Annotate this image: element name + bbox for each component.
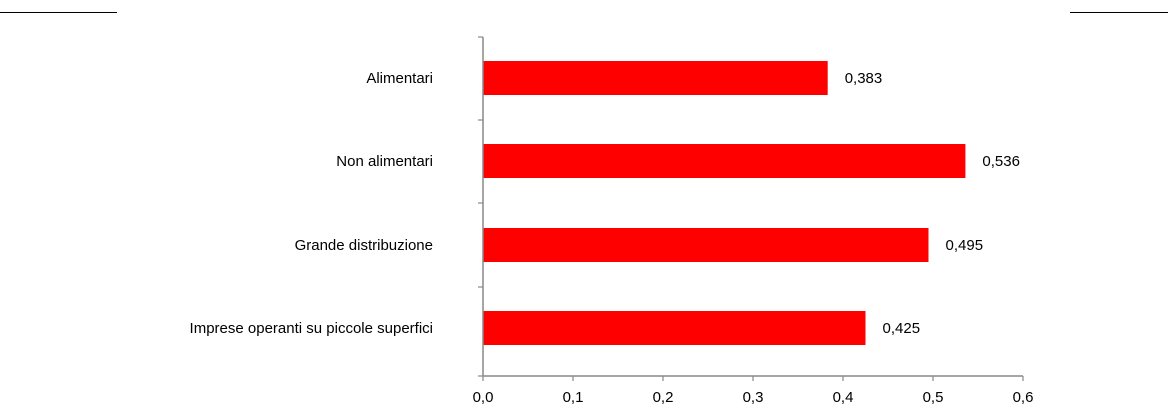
data-label: 0,383 <box>845 70 883 87</box>
data-label: 0,425 <box>883 320 921 337</box>
bar <box>483 61 828 95</box>
top-rule-left <box>0 12 117 13</box>
bar <box>483 228 929 262</box>
category-label: Grande distribuzione <box>295 237 433 254</box>
category-label: Alimentari <box>366 70 433 87</box>
x-tick-label: 0,5 <box>923 389 944 406</box>
x-tick-label: 0,1 <box>563 389 584 406</box>
x-tick-label: 0,6 <box>1013 389 1034 406</box>
x-tick-label: 0,3 <box>743 389 764 406</box>
bar <box>483 144 966 178</box>
category-label: Imprese operanti su piccole superfici <box>190 320 433 337</box>
x-tick-label: 0,2 <box>653 389 674 406</box>
top-rule-right <box>1070 12 1168 13</box>
data-label: 0,495 <box>946 237 984 254</box>
data-label: 0,536 <box>982 153 1020 170</box>
x-tick-label: 0,4 <box>833 389 854 406</box>
category-label: Non alimentari <box>336 153 433 170</box>
x-tick-label: 0,0 <box>473 389 494 406</box>
bar <box>483 311 866 345</box>
